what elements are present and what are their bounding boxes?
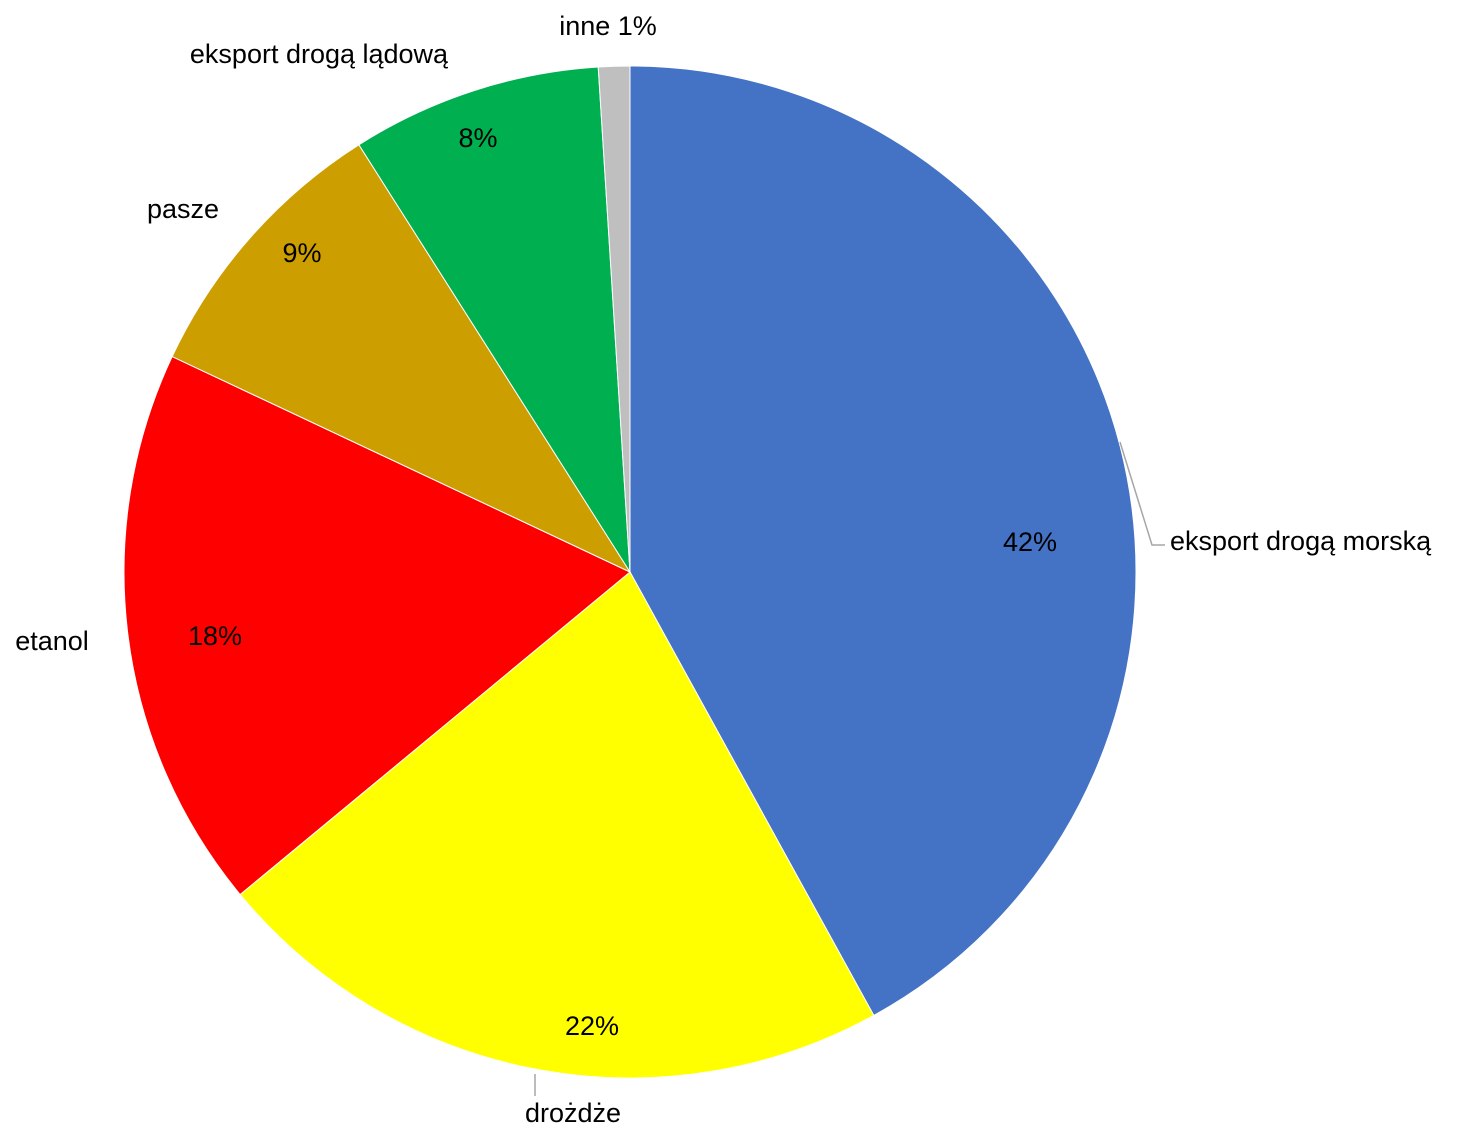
leader-lines — [534, 441, 1165, 1096]
percent-label-eksport-drogą-lądową: 8% — [458, 123, 497, 153]
leader-line-eksport-morska — [1119, 441, 1165, 546]
pie-labels: eksport drogą morską 42% drożdże 22% eta… — [15, 11, 1432, 1128]
label-inne: inne 1% — [559, 11, 657, 41]
category-label-etanol: etanol — [15, 626, 89, 656]
percent-label-drożdże: 22% — [565, 1011, 619, 1041]
pie-slice-etanol — [123, 355, 631, 896]
pie-slice-drożdże — [239, 571, 875, 1079]
category-label-eksport-drogą-lądową: eksport drogą lądową — [190, 39, 449, 69]
pie-slice-eksport-drogą-morską — [629, 65, 1137, 1017]
pie-slices — [123, 65, 1137, 1079]
pie-slice-inne — [597, 65, 631, 573]
percent-label-eksport-drogą-morską: 42% — [1003, 527, 1057, 557]
percent-label-etanol: 18% — [188, 621, 242, 651]
category-label-pasze: pasze — [147, 194, 219, 224]
pie-slice-pasze — [171, 144, 632, 574]
percent-label-pasze: 9% — [282, 238, 321, 268]
category-label-drożdże: drożdże — [525, 1098, 621, 1128]
category-label-eksport-drogą-morską: eksport drogą morską — [1170, 526, 1432, 556]
pie-slice-eksport-drogą-lądową — [358, 66, 631, 573]
